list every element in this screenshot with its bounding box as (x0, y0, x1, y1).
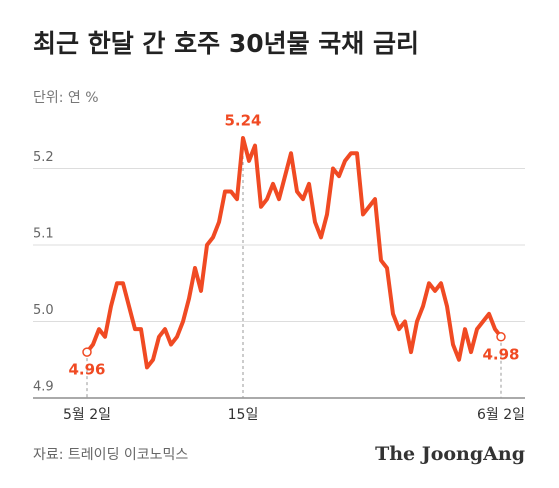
logo: The JoongAng (375, 443, 525, 465)
data-line (85, 135, 503, 370)
x-tick-label: 6월 2일 (477, 407, 525, 423)
x-tick-label: 15일 (228, 407, 259, 423)
end-point (496, 332, 506, 342)
chart-subtitle: 단위: 연 % (33, 90, 99, 106)
source: 자료: 트레이딩 이코노믹스 (33, 447, 188, 463)
value-label: 5.24 (224, 111, 261, 129)
y-tick-label: 5.1 (33, 227, 54, 242)
value-label: 4.98 (482, 345, 519, 363)
y-tick-label: 4.9 (33, 380, 54, 395)
y-tick-label: 5.0 (33, 303, 54, 318)
value-label: 4.96 (68, 361, 105, 379)
end-point (82, 347, 92, 357)
y-tick-label: 5.2 (33, 150, 54, 165)
x-tick-label: 5월 2일 (63, 407, 111, 423)
chart-title: 최근 한달 간 호주 30년물 국채 금리 (33, 29, 419, 58)
